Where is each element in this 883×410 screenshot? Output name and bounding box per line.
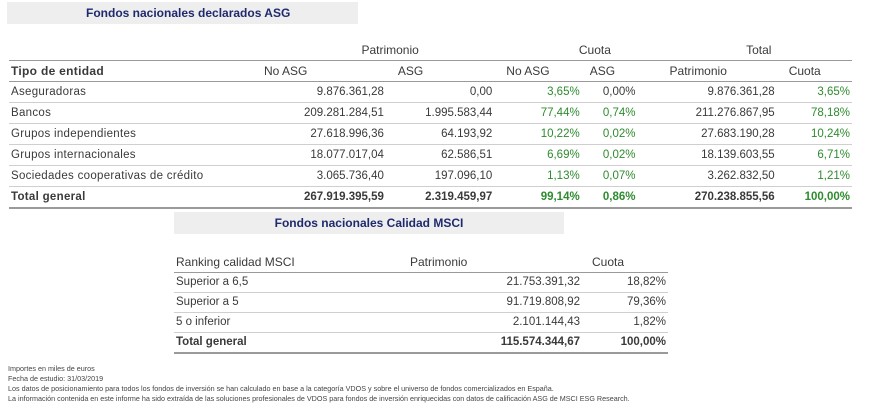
asg-table: Patrimonio Cuota Total Tipo de entidad N… (9, 40, 852, 209)
group-header-cuota: Cuota (578, 43, 611, 57)
footnotes: Importes en miles de euros Fecha de estu… (8, 364, 630, 404)
msci-table: Ranking calidad MSCI Patrimonio Cuota Su… (174, 253, 668, 354)
col-header-entity: Tipo de entidad (9, 60, 258, 82)
note-units: Importes en miles de euros (8, 364, 95, 373)
title-msci: Fondos nacionales Calidad MSCI (174, 212, 564, 234)
note-methodology: Los datos de posicionamiento para todos … (8, 384, 554, 393)
group-header-row: Patrimonio Cuota Total (9, 40, 852, 61)
group-header-total: Total (746, 43, 772, 57)
table-row: Aseguradoras 9.876.361,28 0,00 3,65% 0,0… (9, 81, 852, 103)
total-row: Total general 267.919.395,59 2.319.459,9… (9, 186, 852, 209)
column-header-row: Ranking calidad MSCI Patrimonio Cuota (174, 253, 668, 273)
table-row: Sociedades cooperativas de crédito 3.065… (9, 165, 852, 187)
note-date: Fecha de estudio: 31/03/2019 (8, 374, 104, 383)
col-header-ranking: Ranking calidad MSCI (174, 253, 398, 273)
col-header-cuota: Cuota (582, 253, 668, 273)
col-header-cuota-no-asg: No ASG (494, 60, 582, 82)
col-header-cuota-asg: ASG (581, 60, 638, 82)
table-row: Superior a 5 91.719.808,92 79,36% (174, 292, 668, 313)
col-header-asg: ASG (385, 60, 495, 82)
table-row: Superior a 6,5 21.753.391,32 18,82% (174, 272, 668, 293)
total-row: Total general 115.574.344,67 100,00% (174, 332, 668, 354)
column-header-row: Tipo de entidad No ASG ASG No ASG ASG Pa… (9, 60, 852, 82)
table-row: Grupos internacionales 18.077.017,04 62.… (9, 144, 852, 166)
table-row: Bancos 209.281.284,51 1.995.583,44 77,44… (9, 102, 852, 124)
title-asg: Fondos nacionales declarados ASG (7, 2, 358, 24)
col-header-no-asg: No ASG (258, 60, 386, 82)
col-header-total-patrimonio: Patrimonio (637, 60, 777, 82)
table-row: 5 o inferior 2.101.144,43 1,82% (174, 312, 668, 333)
group-header-patrimonio: Patrimonio (361, 43, 419, 57)
table-row: Grupos independientes 27.618.996,36 64.1… (9, 123, 852, 145)
note-source: La información contenida en este informe… (8, 394, 630, 403)
col-header-patrimonio: Patrimonio (398, 253, 582, 273)
col-header-total-cuota: Cuota (776, 60, 852, 82)
